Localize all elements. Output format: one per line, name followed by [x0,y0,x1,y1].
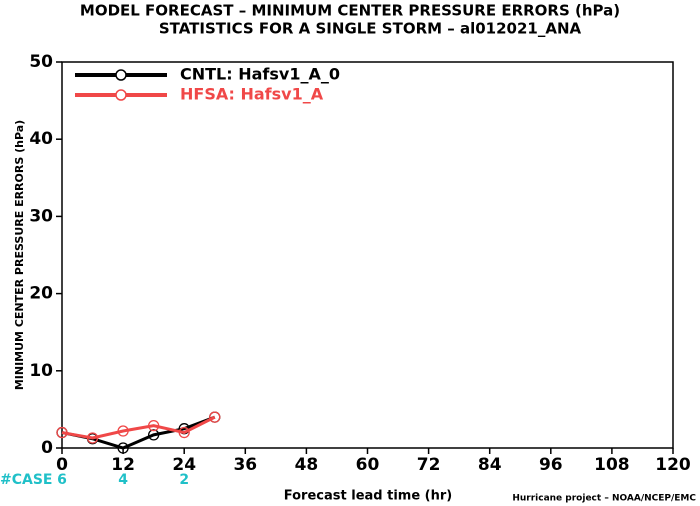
point [86,432,99,444]
point [117,442,129,454]
point [209,411,221,423]
case-count: 4 [118,472,128,488]
plot-frame [61,61,674,449]
y-axis-label: MINIMUM CENTER PRESSURE ERRORS (hPa) [13,120,26,390]
x-tick-label: 48 [295,455,319,475]
legend-label: HFSA: Hafsv1_A [180,85,324,104]
footer: Hurricane project – NOAA/NCEP/EMC [512,494,696,504]
case-label: #CASE [0,472,53,488]
x-tick-label: 36 [233,455,257,475]
y-tick-label: 50 [29,52,53,72]
x-tick-label: 24 [172,455,196,475]
series-line [61,415,216,440]
y-tick-label: 30 [29,206,53,226]
y-tick-label: 10 [29,361,53,381]
x-tick-label: 84 [478,455,502,475]
y-tick-label: 0 [41,438,53,458]
x-tick-label: 72 [417,455,441,475]
legend-label: CNTL: Hafsv1_A_0 [180,65,340,84]
chart-title: MODEL FORECAST – MINIMUM CENTER PRESSURE… [80,2,620,20]
x-tick-label: 60 [356,455,380,475]
series-line [61,415,216,450]
chart-subtitle: STATISTICS FOR A SINGLE STORM – al012021… [159,20,582,38]
y-tick-label: 40 [29,129,53,149]
x-tick-label: 0 [56,455,68,475]
x-tick-label: 12 [111,455,135,475]
case-count: 6 [57,472,67,488]
point [147,429,160,441]
point [56,426,68,439]
point [178,426,190,439]
x-tick-label: 108 [594,455,630,475]
x-tick-label: 96 [539,455,563,475]
y-tick-label: 20 [29,284,53,304]
x-tick-label: 120 [655,455,691,475]
x-axis-label: Forecast lead time (hr) [284,489,452,504]
legend-marker [115,89,127,101]
point [147,419,160,432]
case-count: 2 [179,472,189,488]
point [117,425,129,437]
legend-marker [115,69,127,81]
